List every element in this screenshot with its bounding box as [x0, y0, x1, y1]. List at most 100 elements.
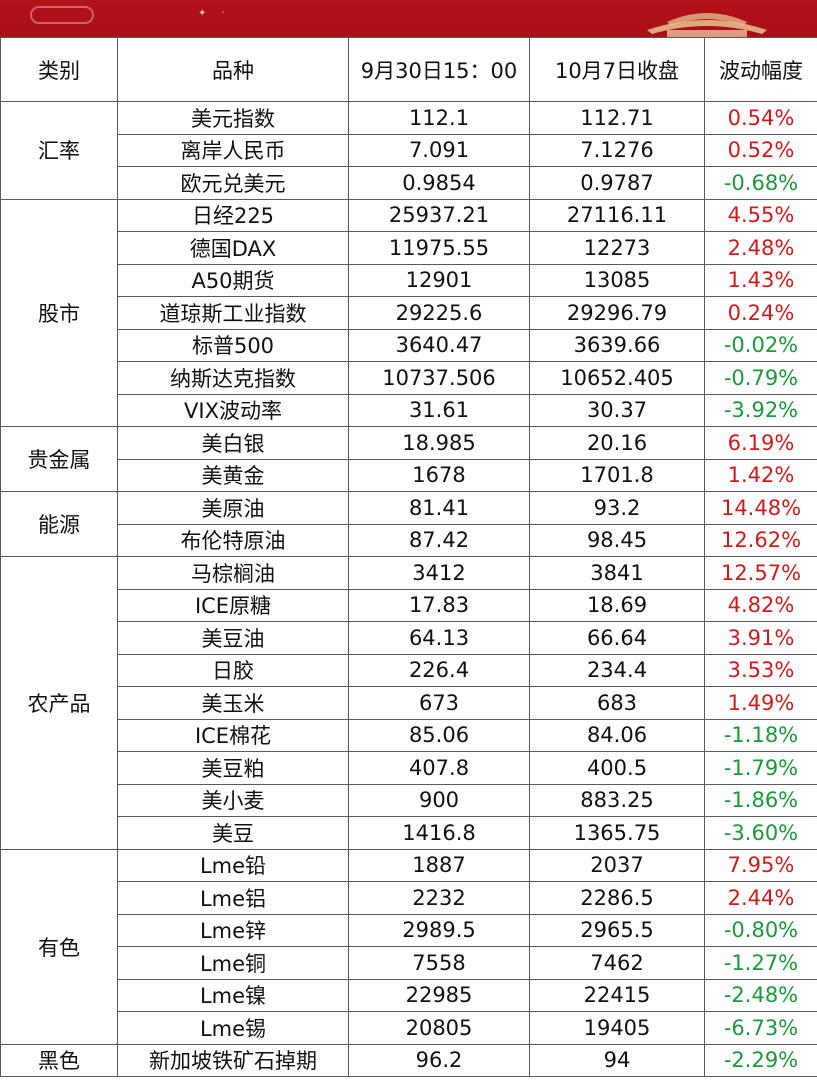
sep30-value: 7558 [348, 946, 530, 980]
variety-cell: Lme铜 [117, 946, 349, 980]
category-cell: 汇率 [0, 101, 118, 200]
oct7-value: 29296.79 [529, 296, 705, 330]
oct7-value: 0.9787 [529, 166, 705, 200]
change-value: 7.95% [704, 848, 817, 882]
header-row: 类别 品种 9月30日15：00 10月7日收盘 波动幅度 [0, 37, 817, 102]
table-row: Lme锡 20805 19405 -6.73% [1, 1011, 817, 1045]
sep30-value: 81.41 [348, 491, 530, 525]
variety-cell: 欧元兑美元 [117, 166, 349, 200]
table-row: 农产品 马棕榈油 3412 3841 12.57% [0, 556, 817, 850]
oct7-value: 7462 [529, 946, 705, 980]
variety-cell: A50期货 [117, 263, 349, 297]
sep30-value: 3412 [348, 556, 530, 590]
header-variety: 品种 [117, 37, 349, 102]
sep30-value: 25937.21 [348, 198, 530, 232]
sep30-value: 64.13 [348, 621, 530, 655]
table-row: ICE原糖 17.83 18.69 4.82% [1, 588, 817, 622]
category-cell: 有色 [0, 848, 118, 1045]
table-row: 汇率 美元指数 112.1 112.71 0.54% [0, 101, 817, 200]
sep30-value: 1887 [348, 848, 530, 882]
oct7-value: 30.37 [529, 393, 705, 427]
oct7-value: 3639.66 [529, 328, 705, 362]
oct7-value: 13085 [529, 263, 705, 297]
table-row: A50期货 12901 13085 1.43% [1, 263, 817, 297]
variety-cell: 新加坡铁矿石掉期 [117, 1043, 349, 1077]
oct7-value: 1365.75 [529, 816, 705, 850]
oct7-value: 20.16 [529, 426, 705, 460]
cloud-ornament-icon [30, 6, 94, 24]
table-row: 美小麦 900 883.25 -1.86% [1, 783, 817, 817]
sep30-value: 3640.47 [348, 328, 530, 362]
change-value: -1.27% [704, 946, 817, 980]
table-row: 布伦特原油 87.42 98.45 12.62% [1, 523, 817, 557]
variety-cell: 美玉米 [117, 686, 349, 720]
header-change: 波动幅度 [704, 37, 817, 102]
variety-cell: 美白银 [117, 426, 349, 460]
change-value: 2.44% [704, 881, 817, 915]
table-row: 美豆 1416.8 1365.75 -3.60% [1, 816, 817, 850]
table-row: ICE棉花 85.06 84.06 -1.18% [1, 718, 817, 752]
oct7-value: 66.64 [529, 621, 705, 655]
oct7-value: 883.25 [529, 783, 705, 817]
table-row: 能源 美原油 81.41 93.2 14.48% [0, 491, 817, 557]
variety-cell: ICE棉花 [117, 718, 349, 752]
variety-cell: Lme锡 [117, 1011, 349, 1045]
top-banner: ✦ · [0, 0, 817, 38]
oct7-value: 2037 [529, 848, 705, 882]
sep30-value: 407.8 [348, 751, 530, 785]
sep30-value: 0.9854 [348, 166, 530, 200]
change-value: -3.92% [704, 393, 817, 427]
category-cell: 贵金属 [0, 426, 118, 492]
oct7-value: 683 [529, 686, 705, 720]
table-body: 汇率 美元指数 112.1 112.71 0.54% 离岸人民币 7.091 7.1276 0.… [0, 101, 817, 1077]
change-value: 0.52% [704, 133, 817, 167]
change-value: -6.73% [704, 1011, 817, 1045]
oct7-value: 93.2 [529, 491, 705, 525]
variety-cell: Lme锌 [117, 913, 349, 947]
variety-cell: 布伦特原油 [117, 523, 349, 557]
sep30-value: 1416.8 [348, 816, 530, 850]
oct7-value: 94 [529, 1043, 705, 1077]
variety-cell: 美豆粕 [117, 751, 349, 785]
sep30-value: 2232 [348, 881, 530, 915]
table-row: 欧元兑美元 0.9854 0.9787 -0.68% [1, 166, 817, 200]
variety-cell: 马棕榈油 [117, 556, 349, 590]
change-value: 3.53% [704, 653, 817, 687]
oct7-value: 19405 [529, 1011, 705, 1045]
variety-cell: 美豆 [117, 816, 349, 850]
change-value: 12.62% [704, 523, 817, 557]
table-row: 股市 日经225 25937.21 27116.11 4.55% [0, 198, 817, 427]
oct7-value: 27116.11 [529, 198, 705, 232]
table-row: Lme铝 2232 2286.5 2.44% [1, 881, 817, 915]
table-row: 有色 Lme铅 1887 2037 7.95% [0, 848, 817, 1045]
sep30-value: 17.83 [348, 588, 530, 622]
variety-cell: 纳斯达克指数 [117, 361, 349, 395]
table-row: 美玉米 673 683 1.49% [1, 686, 817, 720]
oct7-value: 3841 [529, 556, 705, 590]
sep30-value: 22985 [348, 978, 530, 1012]
category-cell: 股市 [0, 198, 118, 427]
oct7-value: 112.71 [529, 101, 705, 135]
sep30-value: 20805 [348, 1011, 530, 1045]
sep30-value: 96.2 [348, 1043, 530, 1077]
change-value: 4.55% [704, 198, 817, 232]
table-row: VIX波动率 31.61 30.37 -3.92% [1, 393, 817, 427]
change-value: -1.86% [704, 783, 817, 817]
sep30-value: 1678 [348, 458, 530, 492]
variety-cell: 美黄金 [117, 458, 349, 492]
sep30-value: 31.61 [348, 393, 530, 427]
table-row: 贵金属 美白银 18.985 20.16 6.19% [0, 426, 817, 492]
variety-cell: 美元指数 [117, 101, 349, 135]
sep30-value: 29225.6 [348, 296, 530, 330]
sep30-value: 11975.55 [348, 231, 530, 265]
change-value: -0.80% [704, 913, 817, 947]
sep30-value: 226.4 [348, 653, 530, 687]
change-value: -0.68% [704, 166, 817, 200]
sep30-value: 10737.506 [348, 361, 530, 395]
table-row: Lme镍 22985 22415 -2.48% [1, 978, 817, 1012]
sep30-value: 85.06 [348, 718, 530, 752]
table-row: 道琼斯工业指数 29225.6 29296.79 0.24% [1, 296, 817, 330]
sep30-value: 673 [348, 686, 530, 720]
change-value: 2.48% [704, 231, 817, 265]
sparkle-icon: ✦ · [198, 8, 231, 19]
